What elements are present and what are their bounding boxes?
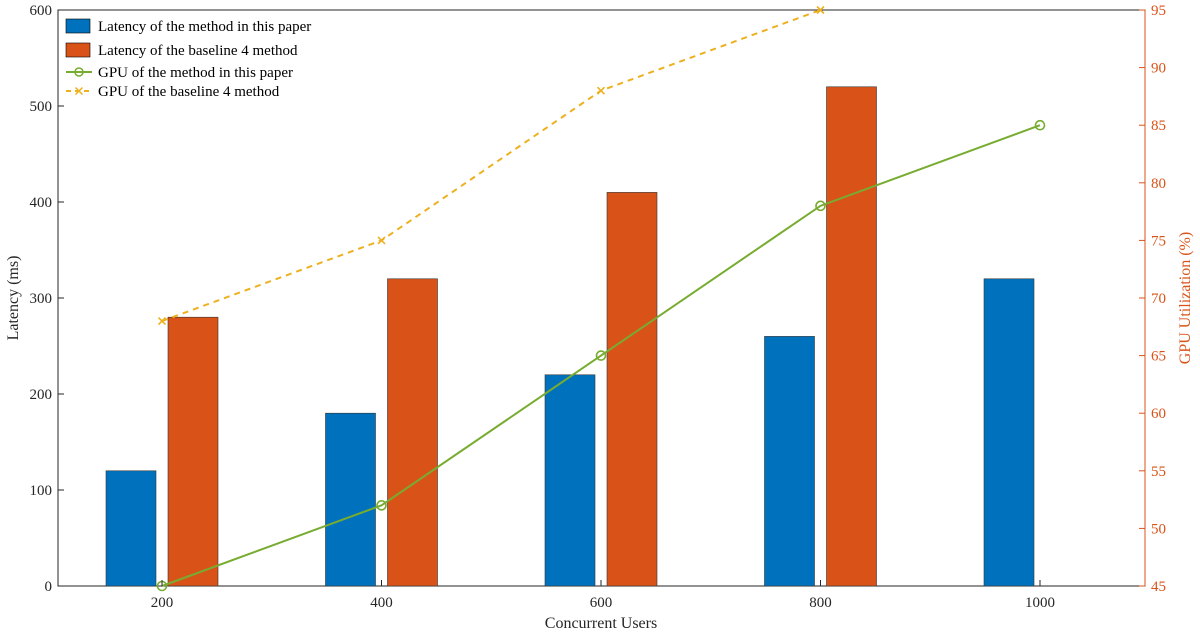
- bar-2-400: [387, 278, 438, 587]
- left-tick-label-300: 300: [30, 291, 53, 307]
- right-axis: 45 50 55 60 65 70 75 80 85 90 95: [1139, 3, 1166, 595]
- right-tick-label-65: 65: [1151, 349, 1166, 365]
- lines: [156, 5, 1046, 592]
- bar-1-1000: [983, 278, 1035, 587]
- bar-1-200: [105, 470, 157, 587]
- right-tick-label-75: 75: [1151, 233, 1166, 249]
- right-tick-label-70: 70: [1151, 291, 1166, 307]
- legend-label-4: GPU of the baseline 4 method: [98, 84, 280, 100]
- bar-1-400: [325, 412, 376, 587]
- right-tick-label-80: 80: [1151, 176, 1166, 192]
- legend-label-1: Latency of the method in this paper: [98, 19, 311, 35]
- line-series-2-point-2: [377, 236, 386, 245]
- y2-axis-label: GPU Utilization (%): [1177, 232, 1194, 364]
- plot-area: [57, 9, 1146, 587]
- bottom-axis: 200 400 600 800 1000: [151, 580, 1055, 611]
- line-series-1-point-2: [376, 500, 387, 511]
- bars: [105, 86, 1035, 587]
- line-series-1-point-4: [815, 200, 826, 212]
- bar-1-600: [544, 374, 596, 587]
- bar-2-600: [606, 192, 658, 587]
- right-tick-label-95: 95: [1151, 3, 1166, 19]
- left-tick-label-400: 400: [30, 195, 53, 211]
- bottom-tick-label-600: 600: [590, 595, 613, 611]
- left-tick-label-0: 0: [45, 579, 53, 595]
- left-tick-label-600: 600: [30, 3, 53, 19]
- line-series-2-point-1: [157, 316, 167, 326]
- legend: Latency of the method in this paper Late…: [65, 18, 311, 100]
- bottom-tick-label-1000: 1000: [1025, 595, 1055, 611]
- bar-2-800: [826, 86, 877, 587]
- legend-swatch-bar-2: [65, 42, 91, 58]
- left-axis: 0 100 200 300 400 500 600: [30, 3, 64, 595]
- legend-marker-3: [74, 67, 84, 77]
- right-tick-label-90: 90: [1151, 61, 1166, 77]
- right-tick-label-50: 50: [1151, 521, 1166, 537]
- left-tick-label-100: 100: [30, 483, 53, 499]
- line-series-2-point-4: [816, 5, 825, 15]
- bar-2-200: [167, 316, 219, 587]
- legend-label-2: Latency of the baseline 4 method: [98, 43, 298, 59]
- x-axis-label: Concurrent Users: [545, 615, 657, 632]
- right-tick-label-85: 85: [1151, 118, 1166, 134]
- bottom-tick-label-800: 800: [809, 595, 832, 611]
- left-tick-label-500: 500: [30, 99, 53, 115]
- legend-label-3: GPU of the method in this paper: [98, 65, 293, 81]
- line-series-1: [161, 124, 1041, 587]
- bottom-tick-label-400: 400: [370, 595, 393, 611]
- bottom-tick-label-200: 200: [151, 595, 174, 611]
- y-axis-label: Latency (ms): [5, 256, 22, 341]
- line-series-2: [161, 9, 821, 322]
- legend-marker-4: [74, 86, 84, 96]
- bar-1-800: [764, 336, 815, 587]
- right-tick-label-55: 55: [1151, 464, 1166, 480]
- line-series-2-point-3: [596, 86, 606, 95]
- legend-swatch-bar-1: [65, 18, 91, 34]
- left-tick-label-200: 200: [30, 387, 53, 403]
- right-tick-label-60: 60: [1151, 406, 1166, 422]
- line-series-1-point-5: [1034, 119, 1046, 131]
- line-series-1-point-3: [595, 350, 607, 361]
- right-tick-label-45: 45: [1151, 579, 1166, 595]
